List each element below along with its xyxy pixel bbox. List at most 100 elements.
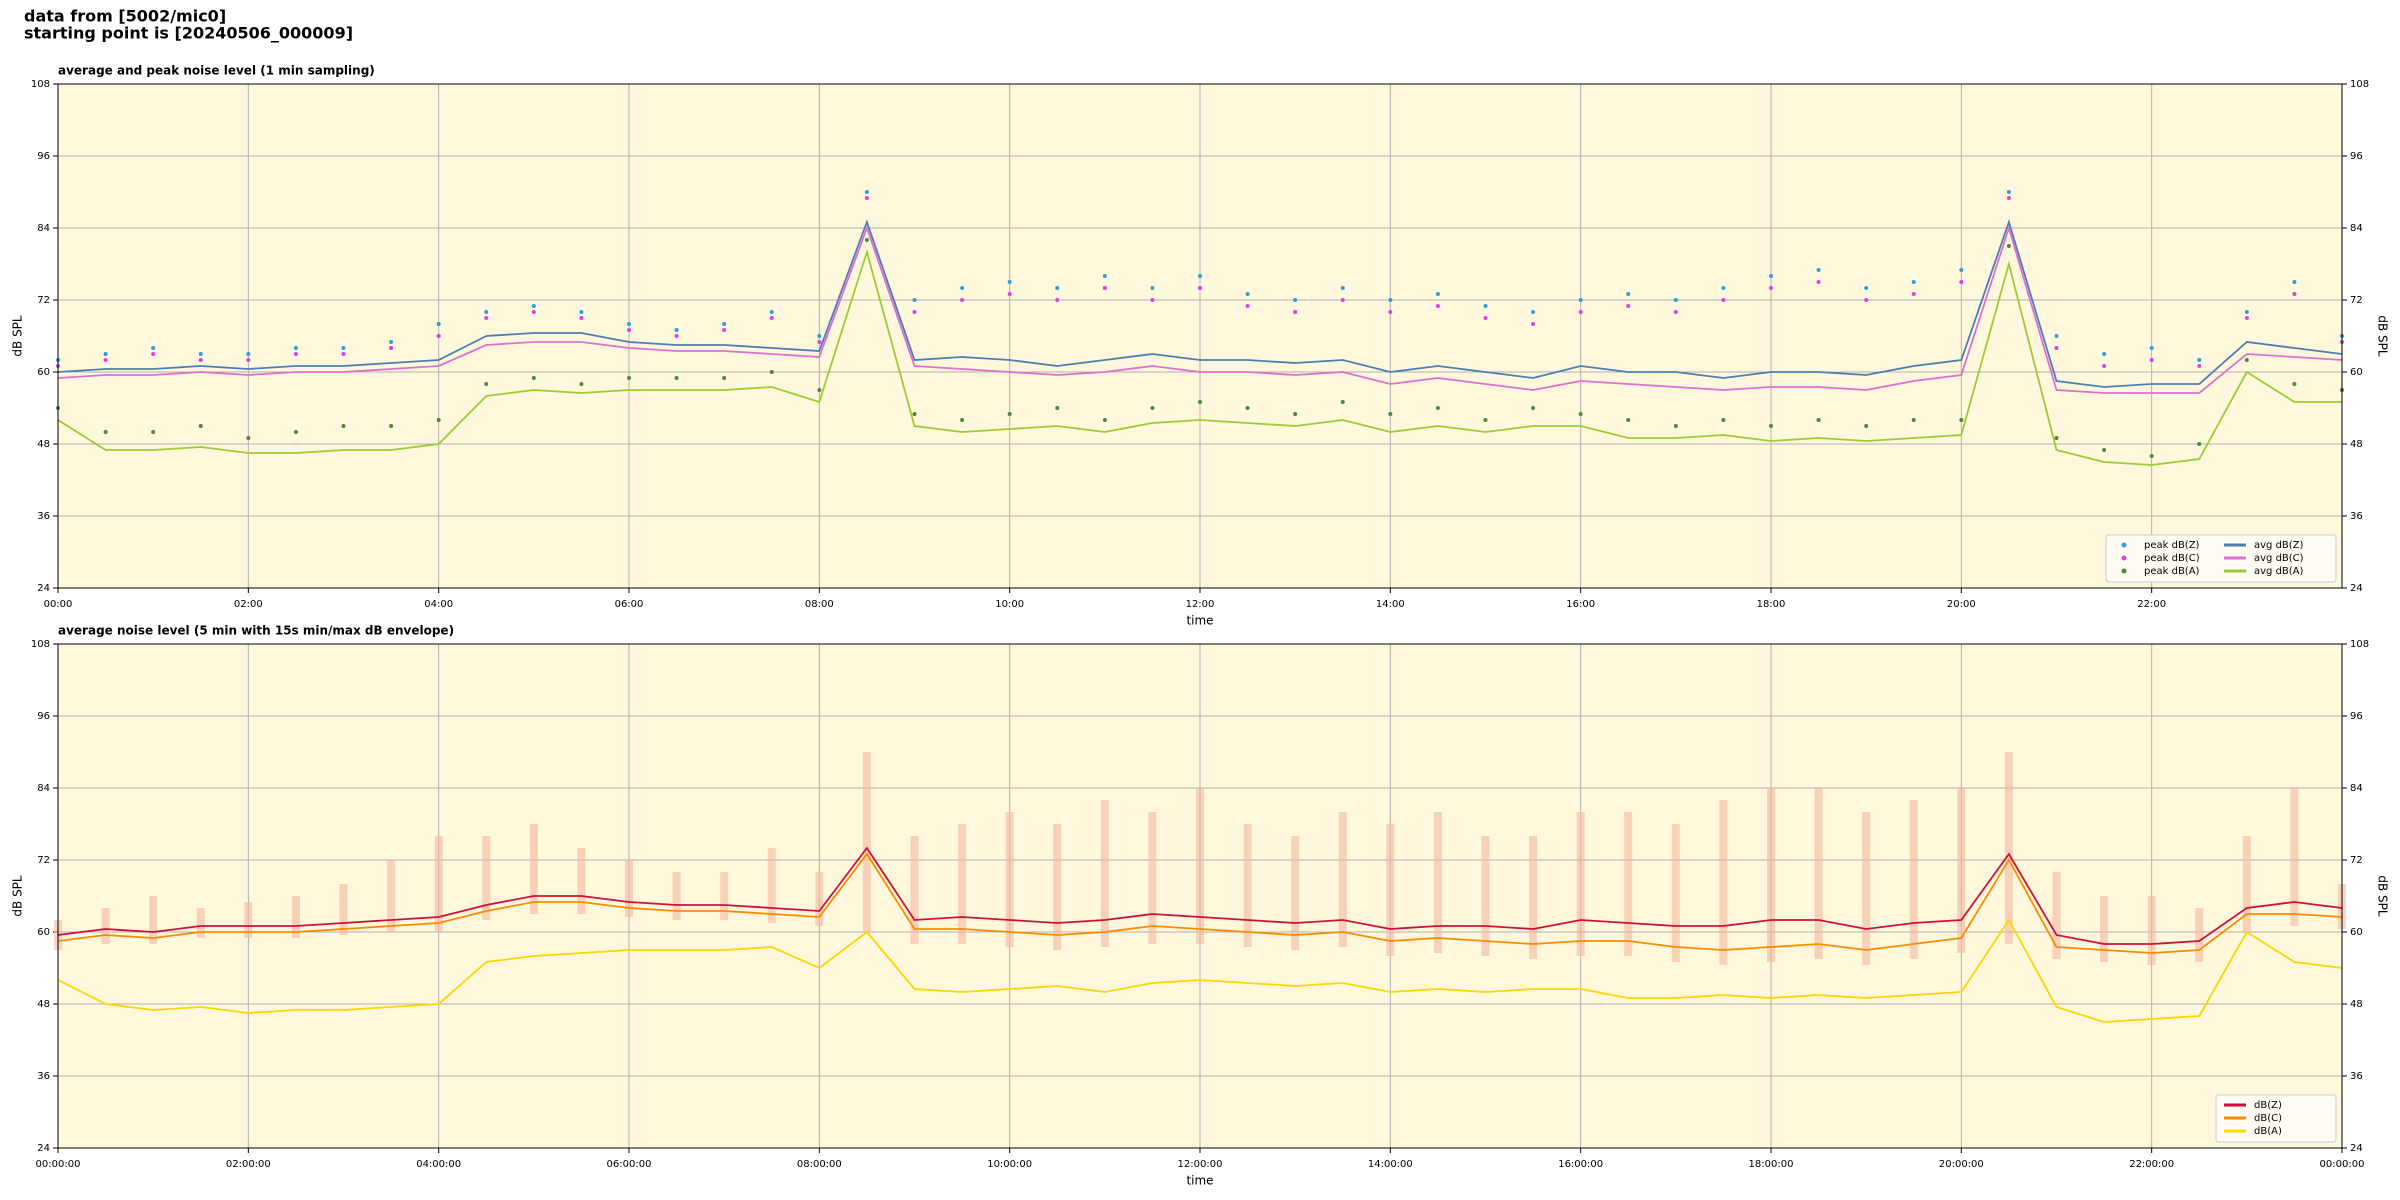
x-tick-label: 04:00	[424, 599, 453, 610]
peak-point	[293, 352, 298, 356]
legend-label: peak dB(Z)	[2144, 540, 2200, 551]
peak-point	[1721, 418, 1726, 422]
peak-point	[1340, 286, 1345, 290]
peak-point	[1959, 418, 1964, 422]
y2-tick-label: 36	[2350, 1071, 2363, 1082]
peak-point	[1531, 406, 1536, 410]
legend-label: avg dB(Z)	[2254, 540, 2304, 551]
peak-point	[960, 418, 965, 422]
y-tick-label: 84	[37, 223, 50, 234]
x-tick-label: 04:00:00	[416, 1159, 461, 1170]
peak-point	[2149, 358, 2154, 362]
peak-point	[246, 352, 251, 356]
y2-tick-label: 72	[2350, 295, 2363, 306]
peak-point	[1911, 280, 1916, 284]
x-tick-label: 16:00:00	[1558, 1159, 1603, 1170]
peak-point	[2054, 334, 2059, 338]
peak-point	[1673, 310, 1678, 314]
data-line	[57, 852, 2343, 954]
peak-point	[1198, 286, 1202, 290]
peak-point	[436, 418, 441, 422]
legend-marker	[2121, 568, 2127, 574]
peak-point	[531, 376, 536, 380]
peak-point	[341, 352, 346, 356]
peak-point	[864, 196, 869, 200]
peak-point	[1769, 274, 1773, 278]
peak-point	[1055, 286, 1060, 290]
x-tick-label: 20:00	[1947, 599, 1976, 610]
peak-point	[1102, 274, 1107, 278]
peak-point	[2149, 346, 2154, 350]
peak-point	[2102, 448, 2107, 452]
y2-axis-label: dB SPL	[2376, 315, 2390, 357]
peak-point	[1626, 292, 1631, 296]
legend-marker	[2121, 542, 2127, 548]
peak-point	[103, 352, 108, 356]
legend-label: avg dB(A)	[2254, 566, 2304, 577]
peak-point	[341, 424, 346, 428]
peak-point	[1198, 274, 1202, 278]
peak-point	[1911, 418, 1916, 422]
peak-point	[864, 190, 869, 194]
peak-point	[293, 430, 298, 434]
y-tick-label: 24	[37, 1143, 50, 1154]
peak-point	[2197, 364, 2202, 368]
y2-tick-label: 108	[2350, 79, 2369, 90]
peak-point	[1245, 304, 1250, 308]
x-tick-label: 22:00	[2137, 599, 2166, 610]
x-tick-label: 00:00:00	[2320, 1159, 2365, 1170]
x-tick-label: 12:00	[1186, 599, 1215, 610]
x-axis-label: time	[1186, 1174, 1213, 1188]
header-line: data from [5002/mic0]	[24, 7, 226, 26]
peak-point	[1055, 406, 1060, 410]
peak-point	[1435, 304, 1440, 308]
legend-label: peak dB(A)	[2144, 566, 2200, 577]
peak-point	[389, 424, 394, 428]
peak-point	[627, 328, 631, 332]
y-axis-label: dB SPL	[11, 315, 25, 357]
peak-point	[2244, 310, 2249, 314]
y-tick-label: 36	[37, 511, 50, 522]
y2-tick-label: 36	[2350, 511, 2363, 522]
legend-label: dB(A)	[2254, 1126, 2282, 1137]
peak-point	[2292, 292, 2297, 296]
peak-point	[1388, 298, 1393, 302]
y2-tick-label: 48	[2350, 999, 2363, 1010]
peak-point	[1102, 418, 1107, 422]
peak-point	[1007, 280, 1012, 284]
peak-point	[1150, 286, 1155, 290]
peak-point	[674, 334, 679, 338]
x-tick-label: 14:00:00	[1368, 1159, 1413, 1170]
peak-point	[627, 376, 631, 380]
peak-point	[1769, 424, 1773, 428]
x-tick-label: 08:00	[805, 599, 834, 610]
peak-point	[722, 328, 727, 332]
peak-point	[1864, 424, 1869, 428]
peak-point	[960, 298, 965, 302]
peak-point	[2197, 442, 2202, 446]
y-tick-label: 108	[31, 79, 50, 90]
y-tick-label: 48	[37, 439, 50, 450]
x-tick-label: 22:00:00	[2129, 1159, 2174, 1170]
y-tick-label: 60	[37, 367, 50, 378]
data-line	[57, 219, 2343, 388]
peak-point	[151, 352, 156, 356]
peak-point	[2054, 436, 2059, 440]
peak-point	[769, 370, 774, 374]
peak-point	[389, 346, 394, 350]
y2-tick-label: 108	[2350, 639, 2369, 650]
x-tick-label: 14:00	[1376, 599, 1405, 610]
x-tick-label: 18:00:00	[1749, 1159, 1794, 1170]
peak-point	[1102, 286, 1107, 290]
x-tick-label: 02:00	[234, 599, 263, 610]
peak-point	[198, 424, 203, 428]
y2-tick-label: 60	[2350, 367, 2363, 378]
peak-point	[436, 334, 441, 338]
peak-point	[1007, 292, 1012, 296]
peak-point	[151, 346, 156, 350]
peak-point	[960, 286, 965, 290]
data-line	[57, 248, 2342, 466]
peak-point	[1435, 406, 1440, 410]
peak-point	[2244, 316, 2249, 320]
